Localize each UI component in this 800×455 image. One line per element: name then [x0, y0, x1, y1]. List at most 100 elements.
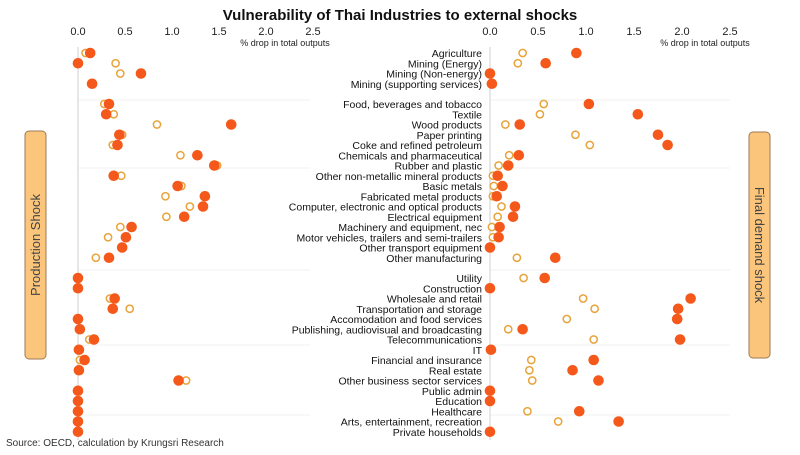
category-label: Publishing, audiovisual and broadcasting	[292, 324, 482, 336]
final-demand-point-hollow	[539, 99, 549, 109]
final-demand-panel-label: Final demand shock	[748, 131, 771, 359]
final-demand-point-hollow	[501, 120, 510, 129]
category-label: Mining (supporting services)	[351, 79, 482, 91]
category-label: Wood products	[412, 120, 482, 132]
production-shock-point-hollow	[115, 222, 125, 232]
gridlines	[78, 99, 730, 416]
final-demand-point-hollow	[523, 406, 532, 416]
category-label: Telecommunications	[387, 335, 482, 347]
final-demand-point-hollow	[512, 253, 522, 263]
production-shock-point-filled	[72, 395, 84, 407]
production-shock-point-hollow	[162, 212, 171, 222]
production-shock-point-filled	[79, 354, 90, 366]
final-demand-point-hollow	[513, 58, 523, 68]
production-shock-point-hollow	[115, 69, 125, 78]
final-demand-point-filled	[567, 364, 578, 376]
production-shock-point-filled	[72, 385, 84, 397]
final-demand-point-hollow	[525, 365, 534, 375]
category-label: Food, beverages and tobacco	[343, 99, 482, 111]
category-label: Rubber and plastic	[394, 161, 482, 173]
category-label: Electrical equipment	[387, 212, 482, 224]
production-shock-point-filled	[199, 190, 211, 202]
production-shock-point-filled	[73, 344, 85, 356]
final-demand-point-filled	[573, 405, 585, 417]
final-demand-point-filled	[583, 98, 595, 110]
category-label: Healthcare	[431, 406, 482, 418]
production-shock-point-filled	[103, 98, 115, 110]
final-demand-point-hollow	[504, 150, 514, 160]
final-demand-point-hollow	[497, 202, 506, 211]
category-label: Other non-metallic mineral products	[316, 171, 482, 183]
category-label: Mining (Energy)	[408, 58, 482, 70]
production-shock-point-filled	[192, 149, 203, 161]
final-demand-point-hollow	[493, 212, 503, 222]
production-shock-point-filled	[72, 272, 84, 284]
final-demand-point-filled	[492, 170, 503, 182]
final-demand-x-tick: 2.5	[722, 26, 737, 38]
final-demand-point-filled	[494, 221, 505, 233]
category-label: Chemicals and pharmaceutical	[338, 150, 482, 162]
category-label: Accomodation and food services	[330, 314, 482, 326]
chart-title: Vulnerability of Thai Industries to exte…	[223, 7, 578, 24]
final-demand-point-filled	[491, 190, 503, 202]
production-shock-point-hollow	[161, 191, 170, 201]
final-demand-point-hollow	[589, 335, 599, 344]
category-label: Mining (Non-energy)	[386, 69, 482, 81]
production-shock-point-filled	[72, 426, 84, 438]
final-demand-point-hollow	[526, 355, 536, 365]
production-shock-point-filled	[209, 160, 220, 171]
final-demand-point-filled	[671, 313, 683, 325]
production-shock-point-hollow	[185, 202, 195, 211]
final-demand-point-filled	[662, 139, 673, 151]
production-shock-point-hollow	[111, 58, 120, 68]
final-demand-point-filled	[672, 303, 684, 315]
category-label: Private households	[393, 427, 482, 439]
production-shock-point-hollow	[103, 232, 113, 242]
final-demand-points	[484, 47, 696, 438]
production-shock-point-filled	[112, 139, 123, 151]
final-demand-point-filled	[571, 47, 582, 59]
production-shock-point-filled	[173, 375, 184, 386]
final-demand-point-hollow	[494, 161, 503, 170]
production-shock-point-filled	[116, 242, 128, 253]
source-note: Source: OECD, calculation by Krungsri Re…	[6, 438, 224, 449]
category-label: Wholesale and retail	[387, 294, 482, 306]
final-demand-point-hollow	[571, 130, 580, 140]
production-shock-label-box	[24, 130, 47, 360]
final-demand-point-hollow	[518, 48, 527, 58]
final-demand-point-filled	[652, 129, 664, 141]
production-shock-point-hollow	[176, 150, 185, 160]
category-label: Other business sector services	[338, 376, 482, 388]
final-demand-x-tick: 1.5	[626, 26, 641, 38]
production-shock-point-hollow	[91, 253, 101, 263]
production-shock-x-tick: 2.0	[258, 26, 273, 38]
final-demand-point-hollow	[519, 273, 528, 283]
production-shock-point-hollow	[152, 120, 162, 129]
production-shock-point-filled	[172, 180, 183, 192]
production-shock-point-filled	[103, 252, 115, 264]
category-label: Public admin	[422, 386, 482, 398]
production-shock-x-axis-label: % drop in total outputs	[240, 38, 330, 48]
final-demand-point-filled	[484, 242, 496, 253]
final-demand-point-filled	[514, 119, 526, 130]
category-label: Other transport equipment	[359, 243, 482, 255]
final-demand-point-filled	[632, 108, 644, 120]
production-shock-point-filled	[100, 108, 112, 120]
final-demand-point-filled	[593, 375, 604, 386]
final-demand-point-hollow	[590, 304, 599, 314]
category-label: Construction	[423, 283, 482, 295]
final-demand-point-filled	[549, 252, 561, 264]
final-demand-point-hollow	[585, 140, 595, 150]
final-demand-point-filled	[539, 272, 551, 284]
production-shock-point-filled	[72, 313, 84, 325]
production-shock-point-filled	[178, 211, 190, 223]
category-label: Agriculture	[432, 48, 482, 60]
production-shock-point-filled	[72, 57, 84, 69]
production-shock-point-filled	[109, 293, 120, 304]
category-label: Arts, entertainment, recreation	[341, 417, 482, 429]
production-shock-point-filled	[72, 405, 84, 417]
production-shock-point-filled	[135, 68, 147, 79]
final-demand-point-filled	[484, 282, 496, 294]
category-label: Machinery and equipment, nec	[338, 222, 482, 234]
